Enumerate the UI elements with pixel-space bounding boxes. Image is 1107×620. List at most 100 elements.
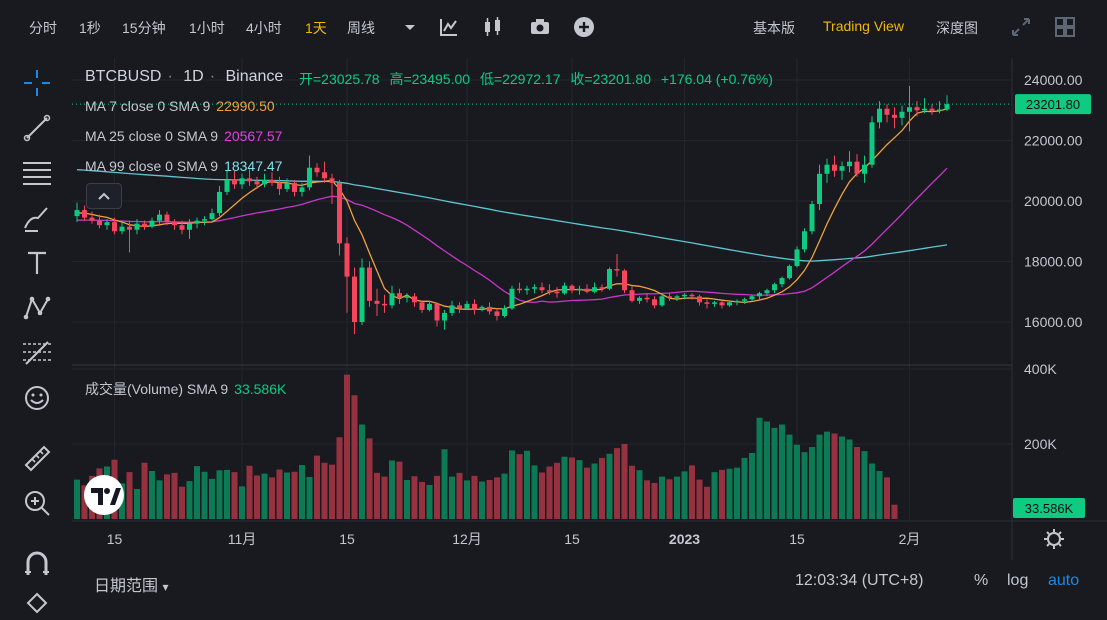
volume-bar bbox=[801, 452, 808, 519]
chevron-down-icon[interactable] bbox=[397, 14, 423, 40]
volume-bar bbox=[449, 476, 455, 519]
volume-bar bbox=[74, 479, 80, 519]
log-scale-toggle[interactable]: log bbox=[1007, 572, 1029, 589]
interval-timeline[interactable]: 分时 bbox=[29, 20, 57, 36]
volume-bar bbox=[891, 504, 898, 519]
volume-bar bbox=[749, 453, 755, 519]
volume-bar bbox=[186, 481, 193, 519]
candle-body bbox=[749, 296, 755, 300]
volume-legend[interactable]: 成交量(Volume) SMA 9 33.586K bbox=[85, 379, 292, 399]
volume-axis-ticks: 400K 200K bbox=[1024, 361, 1057, 452]
collapse-legend-button[interactable] bbox=[86, 183, 122, 209]
volume-bar bbox=[366, 438, 373, 519]
brush-icon[interactable] bbox=[20, 201, 54, 235]
pencil-lock-icon[interactable] bbox=[20, 586, 54, 620]
volume-bar bbox=[606, 453, 613, 519]
candle-body bbox=[659, 296, 665, 306]
volume-bar bbox=[419, 481, 425, 519]
volume-bar bbox=[314, 455, 320, 519]
ma7-label: MA 7 close 0 SMA 9 bbox=[85, 98, 211, 114]
view-tradingview[interactable]: Trading View bbox=[823, 18, 904, 34]
volume-bar bbox=[719, 469, 725, 519]
price-tick-label: 22000.00 bbox=[1024, 133, 1083, 149]
candle-body bbox=[239, 178, 245, 185]
ohlc-close: 收=23201.80 bbox=[570, 71, 651, 87]
volume-bar bbox=[396, 461, 403, 519]
ma99-label: MA 99 close 0 SMA 9 bbox=[85, 158, 219, 174]
candlestick-chart[interactable]: 24000.00 22000.00 20000.00 18000.00 16000.00… bbox=[62, 58, 1107, 560]
volume-value: 33.586K bbox=[234, 381, 287, 397]
volume-bar bbox=[404, 480, 410, 519]
indicator-chart-icon[interactable] bbox=[436, 14, 462, 40]
candle-body bbox=[352, 276, 357, 322]
volume-bar bbox=[171, 472, 178, 519]
interval-1h[interactable]: 1小时 bbox=[189, 20, 225, 36]
fullscreen-icon[interactable] bbox=[1008, 14, 1034, 40]
ruler-icon[interactable] bbox=[20, 441, 54, 475]
volume-bar bbox=[651, 483, 658, 519]
candle-body bbox=[652, 299, 657, 306]
candle-body bbox=[397, 293, 402, 298]
volume-bar bbox=[779, 424, 785, 519]
time-tick-label: 15 bbox=[564, 531, 580, 547]
fib-tool-icon[interactable] bbox=[20, 336, 54, 370]
interval-1w[interactable]: 周线 bbox=[347, 20, 375, 36]
grid-lines bbox=[72, 58, 1012, 521]
view-basic[interactable]: 基本版 bbox=[753, 20, 795, 36]
interval-1s[interactable]: 1秒 bbox=[79, 20, 101, 36]
volume-bar bbox=[854, 447, 860, 519]
candle-body bbox=[179, 225, 185, 230]
time-tick-label: 2月 bbox=[899, 531, 921, 547]
volume-bar bbox=[269, 477, 275, 519]
candle-body bbox=[292, 182, 297, 192]
time-axis-settings-icon[interactable] bbox=[1044, 529, 1064, 549]
clock-timezone[interactable]: 12:03:34 (UTC+8) bbox=[795, 572, 924, 589]
text-tool-icon[interactable] bbox=[20, 246, 54, 280]
ma25-value: 20567.57 bbox=[224, 128, 283, 144]
volume-bar bbox=[81, 485, 88, 519]
date-range-button[interactable]: 日期范围 ▾ bbox=[94, 572, 169, 596]
interval-4h[interactable]: 4小时 bbox=[246, 20, 282, 36]
time-tick-label: 15 bbox=[107, 531, 123, 547]
candlestick-type-icon[interactable] bbox=[480, 14, 506, 40]
ma99-legend[interactable]: MA 99 close 0 SMA 9 18347.47 bbox=[85, 158, 288, 174]
candle-body bbox=[112, 222, 117, 232]
candle-body bbox=[119, 226, 125, 232]
candle-body bbox=[472, 303, 477, 309]
candle-body bbox=[254, 181, 260, 185]
candle-body bbox=[134, 223, 140, 230]
candle-body bbox=[854, 161, 860, 174]
candle-body bbox=[929, 108, 935, 111]
candle-body bbox=[779, 278, 785, 285]
percent-scale-toggle[interactable]: % bbox=[974, 572, 989, 589]
tradingview-logo[interactable] bbox=[84, 475, 124, 515]
price-tick-label: 16000.00 bbox=[1024, 314, 1083, 330]
volume-bar bbox=[329, 464, 335, 519]
emoji-icon[interactable] bbox=[20, 381, 54, 415]
magnet-icon[interactable] bbox=[20, 547, 54, 581]
volume-label: 成交量(Volume) SMA 9 bbox=[85, 381, 229, 397]
time-tick-label: 15 bbox=[789, 531, 805, 547]
ma25-legend[interactable]: MA 25 close 0 SMA 9 20567.57 bbox=[85, 128, 288, 144]
ma7-legend[interactable]: MA 7 close 0 SMA 9 22990.50 bbox=[85, 98, 281, 114]
volume-bar bbox=[246, 465, 253, 519]
volume-bar bbox=[434, 475, 440, 519]
candle-body bbox=[187, 223, 192, 230]
view-depth[interactable]: 深度图 bbox=[936, 20, 978, 36]
crosshair-icon[interactable] bbox=[20, 66, 54, 100]
chevron-up-icon bbox=[98, 192, 110, 200]
camera-icon[interactable] bbox=[527, 14, 553, 40]
trend-line-icon[interactable] bbox=[20, 111, 54, 145]
volume-bar bbox=[696, 479, 703, 519]
chart-area[interactable]: 24000.00 22000.00 20000.00 18000.00 16000.00… bbox=[62, 58, 1107, 603]
interval-15m[interactable]: 15分钟 bbox=[122, 20, 166, 36]
interval-1d[interactable]: 1天 bbox=[305, 20, 327, 36]
horizontal-lines-icon[interactable] bbox=[20, 156, 54, 190]
zoom-in-icon[interactable] bbox=[20, 486, 54, 520]
candle-body bbox=[479, 306, 485, 309]
pattern-tool-icon[interactable] bbox=[20, 291, 54, 325]
add-plus-icon[interactable] bbox=[571, 14, 597, 40]
volume-bar bbox=[734, 467, 740, 519]
layout-grid-icon[interactable] bbox=[1052, 14, 1078, 40]
auto-scale-toggle[interactable]: auto bbox=[1048, 572, 1080, 589]
